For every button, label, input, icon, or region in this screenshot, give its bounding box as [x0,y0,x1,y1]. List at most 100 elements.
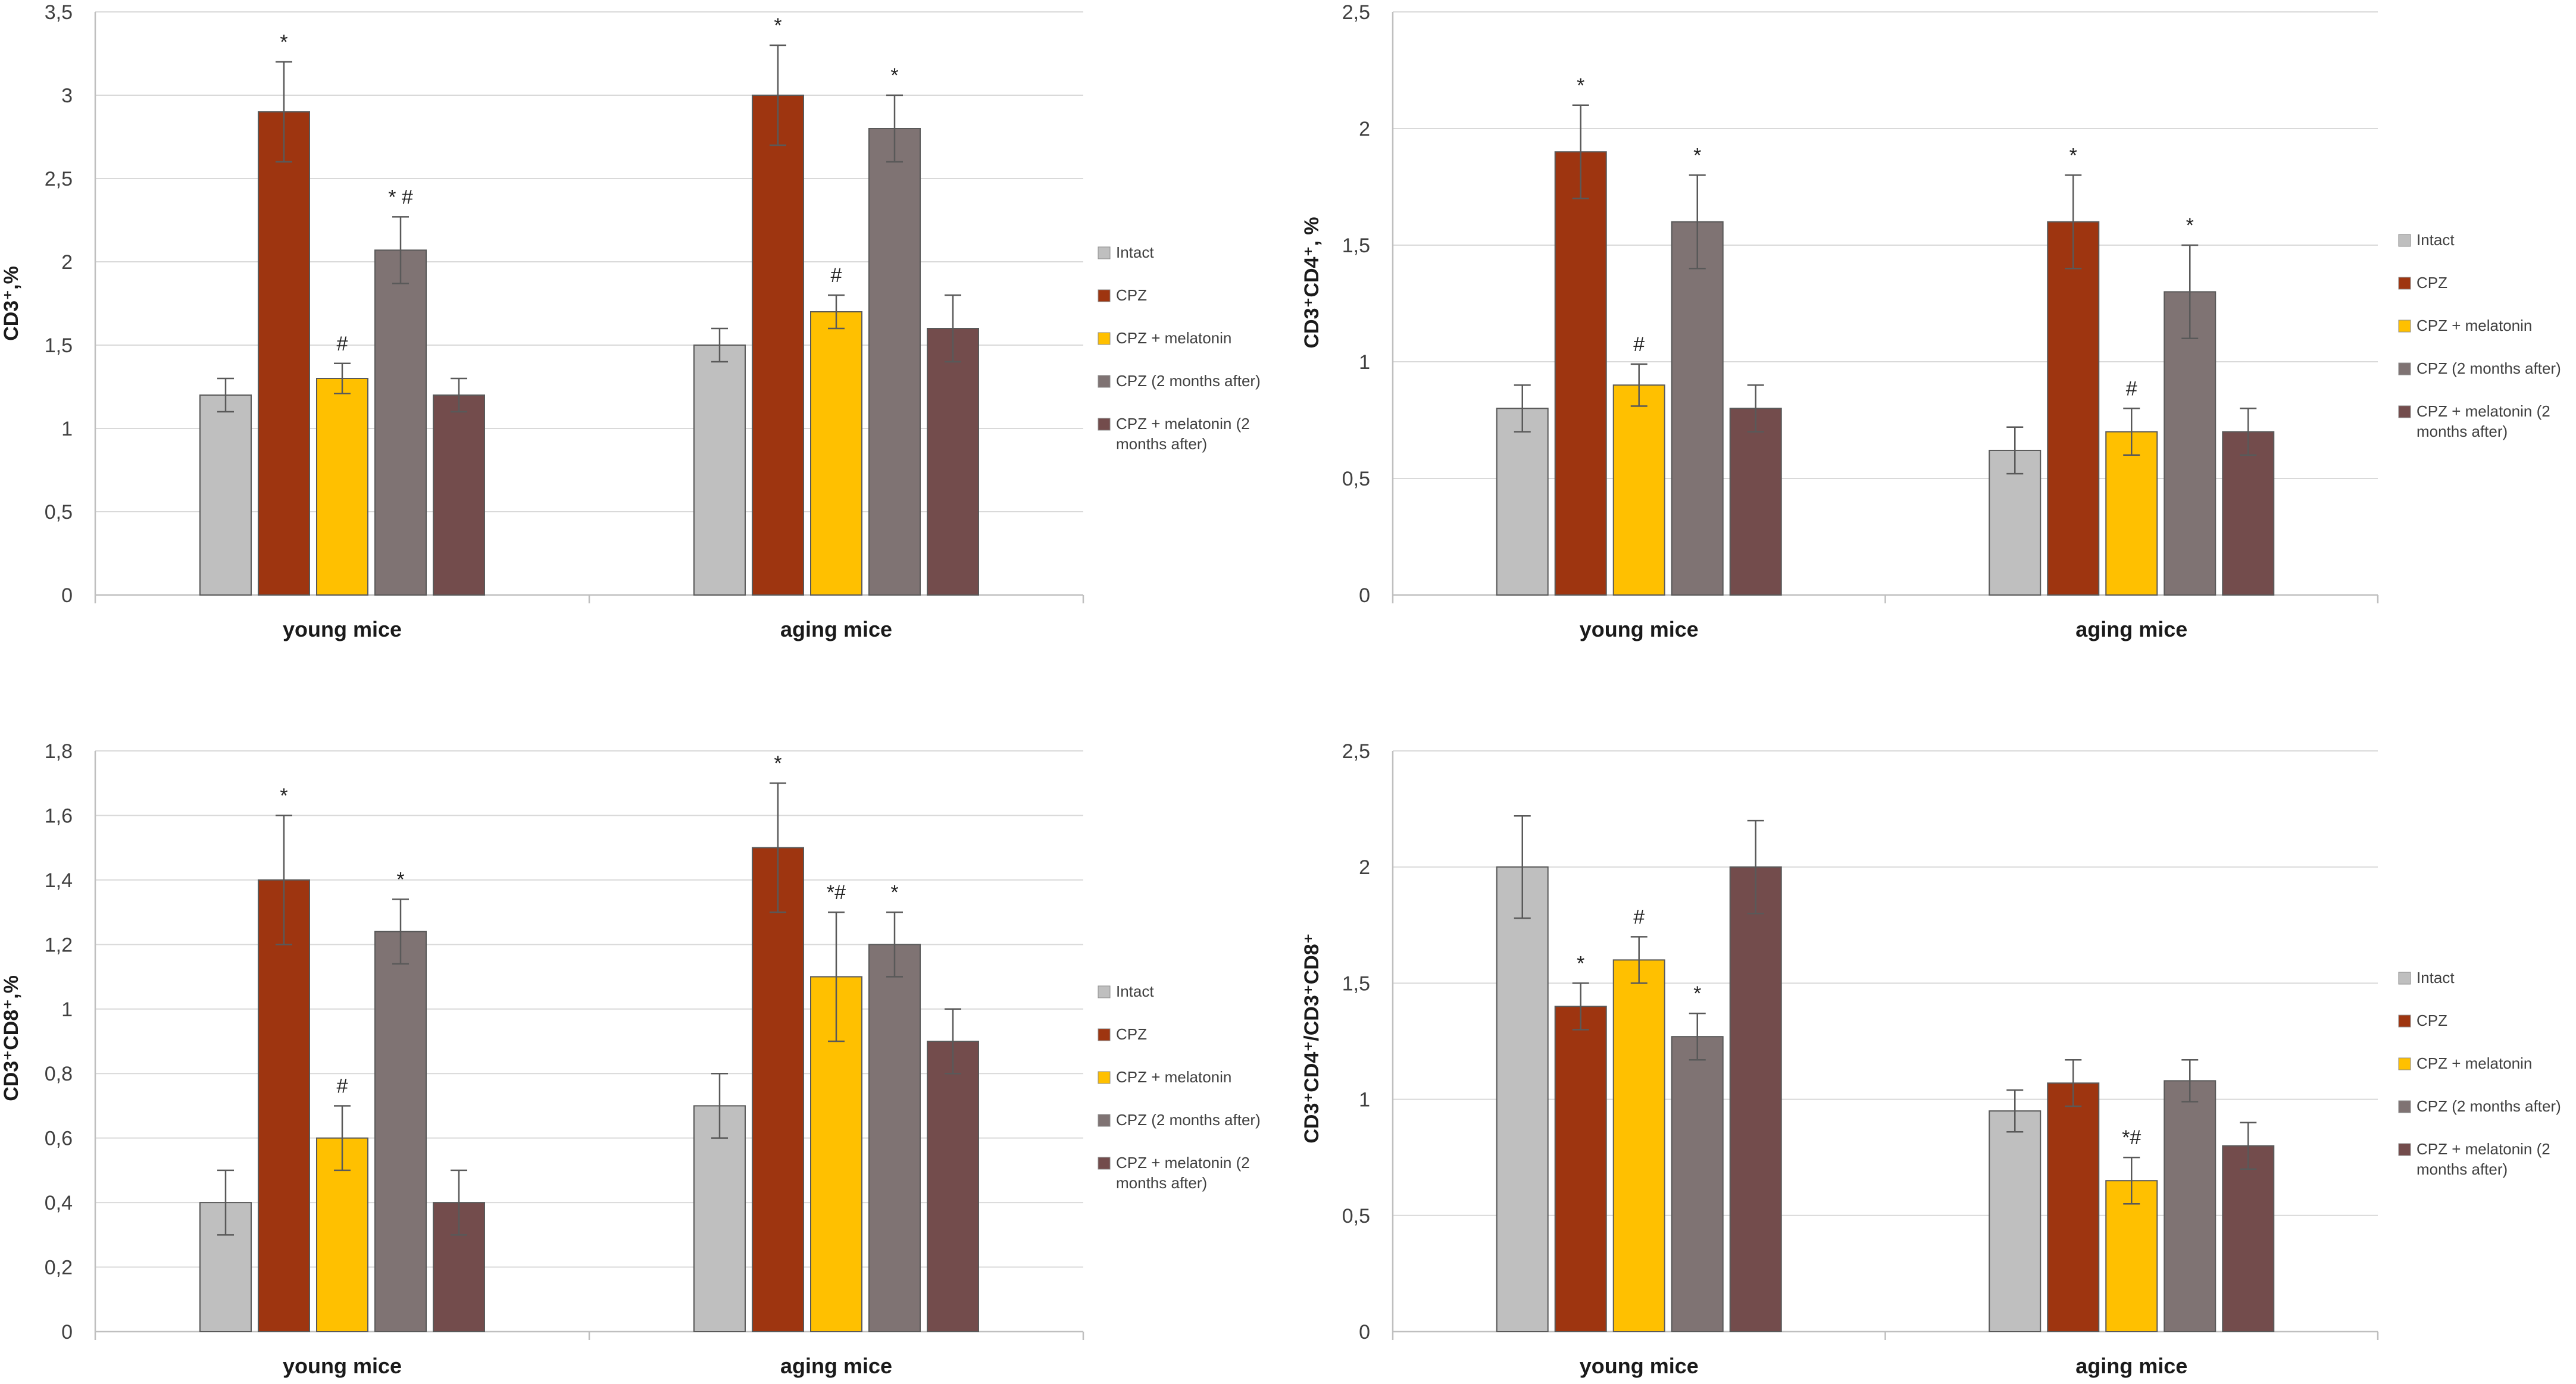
y-tick-label: 1 [1359,351,1370,374]
legend-entry: Intact [2416,969,2455,987]
bar [693,1105,746,1332]
significance-label: # [1633,906,1645,928]
significance-label: # [831,264,842,287]
legend-swatch [1098,289,1111,302]
legend-swatch [1098,1028,1111,1041]
legend-entry: CPZ + melatonin (2 [1116,1154,1250,1172]
y-tick-label: 2,5 [1342,740,1370,763]
y-axis-label: CD3⁺,% [0,266,23,341]
legend-swatch [1098,246,1111,259]
bar [927,1041,979,1332]
legend-entry: CPZ (2 months after) [1116,1111,1261,1129]
x-category-label: young mice [283,617,402,641]
x-category-label: young mice [1580,1354,1699,1378]
significance-label: * [280,784,287,807]
bar [868,944,921,1333]
significance-label: # [2126,377,2137,400]
significance-label: * [890,64,898,87]
y-tick-label: 1 [1359,1089,1370,1111]
bar [1671,221,1724,596]
bar [374,931,427,1332]
bar [258,879,310,1332]
chart-panel-3: 0 0,2 0,4 0,6 0,8 1 1,2 1,4 1,6 1,8 CD3⁺CD8⁺,% youn… [0,740,1261,1378]
bar [2047,1082,2100,1332]
legend-entry: months after) [1116,1174,1207,1192]
y-tick-label: 1,4 [45,869,73,892]
bar [2105,431,2158,596]
legend-swatch [1098,1114,1111,1127]
bar [868,128,921,596]
legend-entry: CPZ (2 months after) [1116,372,1261,390]
y-tick-label: 0,2 [45,1257,73,1279]
y-tick-label: 0 [61,584,73,607]
significance-label: * [2069,144,2077,167]
bar [1671,1036,1724,1333]
legend-entry: Intact [1116,243,1154,261]
chart-panel-1: 0 0,5 1 1,5 2 2,5 3 3,5 CD3⁺,% young mice * # * # agi… [0,1,1261,641]
legend-swatch [1098,985,1111,998]
legend-entry: CPZ [1116,286,1147,304]
bar [752,847,804,1332]
y-tick-label: 2 [1359,856,1370,879]
bar [810,311,862,596]
bar [1989,449,2042,596]
y-tick-label: 0,5 [45,501,73,524]
bar [2047,221,2100,596]
bar [1496,408,1549,596]
legend-swatch [2398,1014,2411,1028]
chart-panel-2: 0 0,5 1 1,5 2 2,5 CD3⁺CD4⁺, % young mice * # * agin… [1300,1,2561,641]
legend-entry: CPZ + melatonin (2 [1116,415,1250,433]
significance-label: # [337,1075,348,1097]
significance-label: *# [2122,1126,2141,1149]
legend-swatch [2398,320,2411,333]
y-tick-label: 1,2 [45,934,73,956]
y-axis-label: CD3⁺CD4⁺, % [1300,217,1323,348]
y-tick-label: 1,5 [1342,234,1370,257]
significance-label: * [774,14,781,37]
y-tick-label: 2 [61,251,73,274]
legend-swatch [2398,1057,2411,1070]
y-tick-label: 3 [61,84,73,107]
legend-swatch [2398,972,2411,985]
bar [2164,1080,2217,1333]
significance-label: * [2186,214,2194,237]
y-tick-label: 0,8 [45,1063,73,1085]
bar [1554,1006,1607,1332]
x-category-label: aging mice [780,1354,892,1378]
significance-label: * [1577,952,1584,975]
y-tick-label: 0 [1359,1321,1370,1344]
significance-label: * [1693,144,1701,167]
x-category-label: aging mice [780,617,892,641]
bar [258,111,310,596]
y-axis-label: CD3⁺CD4⁺/CD3⁺CD8⁺ [1300,933,1323,1143]
y-tick-label: 0,5 [1342,468,1370,490]
y-tick-label: 0,4 [45,1192,73,1214]
legend-swatch [2398,1100,2411,1113]
x-category-label: young mice [1580,617,1699,641]
significance-label: * [1693,982,1701,1005]
bar [1729,408,1782,596]
legend-entry: CPZ + melatonin [1116,1068,1231,1086]
bar [1554,151,1607,596]
significance-label: * # [388,186,413,208]
legend-entry: months after) [2416,1160,2508,1178]
legend-swatch [1098,418,1111,431]
legend-swatch [2398,277,2411,290]
legend-entry: CPZ + melatonin [2416,1054,2532,1072]
y-tick-label: 1,6 [45,804,73,827]
bar [433,394,485,596]
legend-swatch [2398,405,2411,418]
significance-label: * [890,881,898,904]
bar [1496,866,1549,1332]
bar [693,345,746,596]
legend-swatch [2398,362,2411,375]
bar [2222,1145,2275,1333]
y-tick-label: 3,5 [45,1,73,24]
bar [752,95,804,596]
legend-entry: Intact [2416,231,2455,249]
legend-entry: CPZ [2416,274,2447,292]
legend-swatch [2398,1143,2411,1156]
legend-swatch [1098,1071,1111,1084]
